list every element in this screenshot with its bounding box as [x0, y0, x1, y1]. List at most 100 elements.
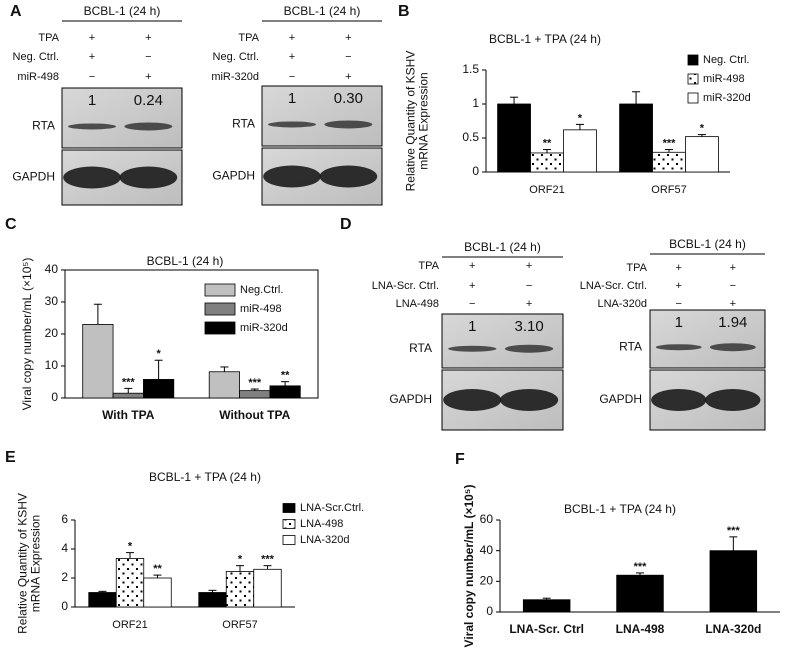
bar [652, 151, 686, 173]
bar [616, 574, 664, 613]
row-label: Neg. Ctrl. [213, 51, 259, 63]
y-tick-label: 0 [486, 604, 493, 618]
legend-swatch [204, 321, 236, 335]
y-axis-label: Relative Quantity of KSHV [16, 493, 30, 634]
bar [522, 599, 571, 613]
rta-band [655, 344, 702, 351]
y-tick-label: 4 [61, 541, 68, 555]
blot-header: BCBL-1 (24 h) [284, 4, 361, 18]
lane-mark: − [145, 51, 151, 63]
y-tick-label: 0 [61, 599, 68, 613]
significance: ** [153, 563, 162, 575]
significance: * [238, 554, 243, 566]
rta-band [268, 121, 316, 128]
legend-swatch [687, 92, 699, 104]
lane-mark: + [345, 32, 351, 44]
gapdh-band [263, 165, 321, 188]
y-tick-label: 10 [45, 358, 59, 372]
band-label: RTA [232, 117, 255, 131]
row-label: Neg. Ctrl. [13, 51, 59, 63]
x-tick-label: LNA-Scr. Ctrl [509, 622, 584, 636]
legend-swatch [204, 283, 236, 297]
blot-rta [649, 309, 766, 369]
bar [82, 323, 114, 399]
gapdh-band [319, 165, 378, 188]
lane-mark: − [89, 71, 95, 83]
rta-band [124, 122, 173, 131]
blot-rta [61, 87, 183, 149]
band-label: GAPDH [599, 392, 642, 406]
rta-band [504, 344, 554, 353]
quantity: 1 [288, 90, 296, 107]
bar [143, 379, 175, 399]
bar [115, 558, 145, 608]
legend-swatch [204, 302, 236, 316]
legend-label: LNA-498 [300, 518, 343, 530]
lane-mark: + [469, 260, 475, 272]
lane-mark: + [676, 280, 682, 292]
significance: *** [727, 525, 741, 537]
blot-header: BCBL-1 (24 h) [464, 240, 541, 254]
lane-mark: + [89, 32, 95, 44]
bar [619, 103, 653, 173]
significance: ** [543, 137, 552, 149]
lane-mark: − [289, 71, 295, 83]
blot-rta [441, 313, 564, 369]
legend-swatch [282, 503, 296, 513]
row-label: miR-320d [211, 71, 259, 83]
lane-mark: + [676, 262, 682, 274]
significance: *** [663, 137, 677, 149]
lane-mark: + [145, 32, 151, 44]
bar [88, 592, 117, 608]
bar [530, 152, 564, 173]
row-label: LNA-320d [597, 298, 647, 310]
chart-title: BCBL-1 + TPA (24 h) [564, 502, 676, 516]
legend-swatch [687, 54, 699, 66]
x-tick-label: LNA-320d [705, 622, 761, 636]
band-label: GAPDH [389, 392, 432, 406]
bar [709, 550, 758, 613]
lane-mark: − [526, 280, 532, 292]
lane-mark: + [469, 280, 475, 292]
lane-mark: + [526, 260, 532, 272]
row-label: TPA [238, 32, 259, 44]
x-tick-label: ORF57 [222, 619, 257, 631]
lane-mark: + [289, 51, 295, 63]
y-tick-label: 20 [45, 326, 59, 340]
legend-swatch [282, 519, 296, 529]
y-tick-label: 30 [45, 294, 59, 308]
panel-label: C [5, 216, 17, 233]
gapdh-band [63, 166, 121, 189]
y-tick-label: 6 [61, 512, 68, 526]
y-tick-label: 20 [480, 574, 494, 588]
y-tick-label: 40 [45, 262, 59, 276]
panel-label: F [455, 451, 465, 468]
x-tick-label: ORF21 [112, 619, 147, 631]
bar [563, 129, 597, 173]
legend-label: miR-498 [703, 73, 745, 85]
y-axis-label: Viral copy number/mL (×10⁵) [20, 258, 34, 411]
lane-mark: − [345, 51, 351, 63]
lane-mark: + [89, 51, 95, 63]
y-tick-label: 60 [480, 512, 494, 526]
significance: * [700, 123, 705, 135]
quantity: 0.24 [134, 92, 163, 109]
chart-title: BCBL-1 (24 h) [147, 254, 224, 268]
chart-title: BCBL-1 + TPA (24 h) [149, 470, 261, 484]
bar [143, 577, 172, 608]
legend-label: Neg. Ctrl. [703, 54, 749, 66]
row-label: LNA-Scr. Ctrl. [580, 280, 647, 292]
lane-mark: − [730, 280, 736, 292]
x-tick-label: With TPA [102, 408, 155, 422]
chart-title: BCBL-1 + TPA (24 h) [489, 32, 601, 46]
legend-label: miR-498 [240, 303, 282, 315]
band-label: RTA [409, 341, 432, 355]
lane-mark: + [345, 71, 351, 83]
quantity: 0.30 [334, 90, 363, 107]
lane-mark: − [676, 298, 682, 310]
row-label: LNA-Scr. Ctrl. [372, 280, 439, 292]
significance: *** [122, 376, 136, 388]
blot-header: BCBL-1 (24 h) [669, 237, 746, 251]
band-label: GAPDH [212, 169, 255, 183]
rta-band [324, 120, 373, 129]
